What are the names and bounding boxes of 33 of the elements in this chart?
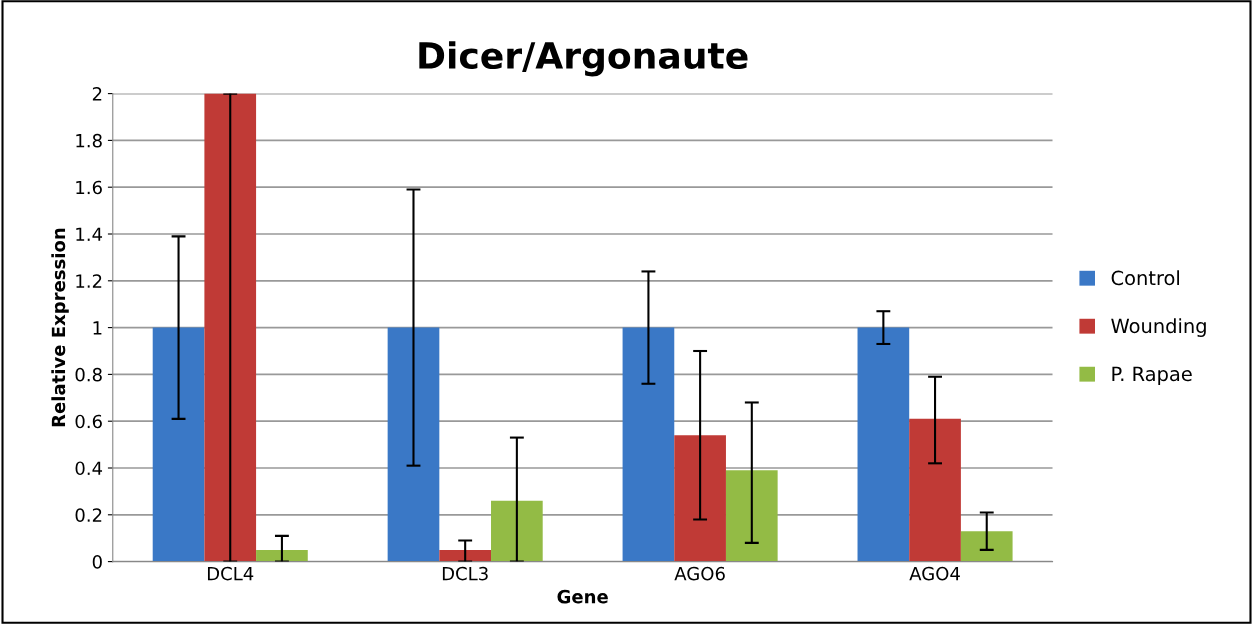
bar (960, 531, 1013, 562)
bar (909, 418, 961, 562)
y-tick-label: 2 (92, 87, 102, 101)
x-tick-label: DCL3 (442, 566, 488, 581)
y-tick-label: 1.8 (76, 133, 102, 148)
legend-label: Control (1111, 270, 1179, 286)
bar (387, 327, 440, 562)
bar (204, 93, 257, 562)
y-tick-label: 0.2 (75, 508, 102, 522)
x-tick-label: AGO6 (674, 566, 725, 581)
bar (725, 470, 778, 562)
bar (439, 549, 492, 562)
bar (256, 549, 308, 562)
y-tick-label: 0.8 (75, 367, 102, 382)
y-tick-label: 1.2 (76, 274, 102, 288)
y-axis-title: Relative Expression (51, 228, 69, 427)
bar (622, 327, 675, 562)
y-tick-label: 0.4 (75, 461, 103, 476)
y-tick-label: 0 (92, 555, 102, 569)
bar (674, 435, 726, 562)
x-tick-label: DCL4 (207, 566, 254, 581)
chart-title: Dicer/Argonaute (419, 41, 748, 77)
y-tick-label: 1.6 (76, 180, 102, 195)
bar (491, 500, 543, 562)
y-tick-label: 0.6 (75, 414, 102, 429)
x-axis-title: Gene (557, 589, 608, 604)
bar (152, 327, 205, 562)
legend-label: Wounding (1111, 318, 1206, 338)
bar (857, 327, 910, 562)
y-tick-label: 1.4 (76, 227, 103, 241)
legend-label: P. Rapae (1112, 366, 1192, 385)
x-tick-label: AGO4 (909, 566, 960, 581)
y-tick-label: 1 (93, 321, 102, 335)
